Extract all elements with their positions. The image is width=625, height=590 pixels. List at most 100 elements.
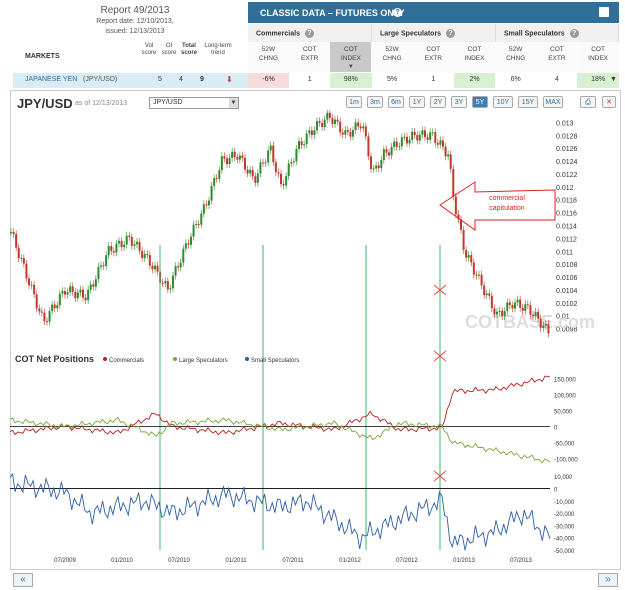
- zoom-1m-button[interactable]: 1m: [346, 96, 362, 108]
- zoom-3y-button[interactable]: 3Y: [451, 96, 467, 108]
- help-icon[interactable]: ?: [446, 29, 456, 38]
- price-tick-label: 0.0122: [556, 172, 578, 179]
- commercials-line: [10, 375, 551, 436]
- candle-body: [56, 305, 59, 309]
- print-chart-button[interactable]: ⎙: [580, 96, 596, 108]
- candle-body: [501, 310, 504, 317]
- candle-body: [274, 162, 277, 173]
- candle-body: [408, 139, 411, 144]
- next-button[interactable]: »: [598, 573, 618, 587]
- price-tick-label: 0.0124: [556, 159, 578, 166]
- group-commercials: Commercials ?: [248, 24, 372, 42]
- candle-body: [51, 304, 54, 312]
- zoom-5y-button[interactable]: 5Y: [472, 96, 488, 108]
- candle-body: [295, 149, 298, 162]
- candle-body: [431, 132, 434, 134]
- candle-body: [434, 132, 437, 144]
- legend-marker: [103, 357, 107, 361]
- candle-body: [169, 288, 172, 290]
- column-header[interactable]: 52W CHNG: [495, 42, 537, 72]
- chart-asof: as of 12/13/2013: [75, 100, 128, 107]
- candle-body: [380, 160, 383, 169]
- candle-body: [35, 294, 38, 309]
- candle-body: [172, 275, 174, 289]
- candle-body: [411, 131, 414, 140]
- cot-cell: 1: [412, 73, 454, 88]
- column-header[interactable]: 52W CHNG: [371, 42, 413, 72]
- x-tick-label: 01/2011: [225, 558, 247, 564]
- candle-body: [241, 155, 244, 158]
- score-header: Total score: [180, 43, 197, 56]
- candle-body: [202, 204, 205, 214]
- candle-body: [33, 284, 36, 295]
- cot-cell: -6%: [248, 73, 289, 88]
- candle-body: [413, 131, 416, 136]
- candle-body: [529, 305, 532, 315]
- prev-button[interactable]: «: [13, 573, 33, 587]
- cot-cell: 1: [289, 73, 331, 88]
- annotation-text: commercial: [489, 195, 525, 202]
- candle-body: [542, 325, 545, 328]
- help-icon[interactable]: ?: [569, 29, 579, 38]
- price-tick-label: 0.012: [556, 185, 574, 192]
- candle-body: [526, 304, 529, 306]
- score-header: Long-term trend: [204, 43, 232, 56]
- candle-body: [184, 243, 187, 249]
- column-header[interactable]: COT INDEX: [577, 42, 619, 72]
- candle-body: [418, 134, 421, 141]
- markets-label: MARKETS: [25, 53, 60, 60]
- candle-body: [344, 130, 347, 135]
- candle-body: [200, 213, 203, 225]
- column-header[interactable]: COT EXTR: [412, 42, 454, 72]
- market-name[interactable]: JAPANESE YEN: [25, 76, 78, 83]
- candle-body: [138, 241, 141, 251]
- column-header[interactable]: COT EXTR: [289, 42, 331, 72]
- zoom-3m-button[interactable]: 3m: [367, 96, 383, 108]
- candle-body: [151, 265, 154, 270]
- zoom-2y-button[interactable]: 2Y: [430, 96, 446, 108]
- candle-body: [367, 136, 370, 157]
- close-icon[interactable]: ✕: [602, 96, 616, 108]
- market-select[interactable]: JPY/USD ▼: [149, 97, 239, 109]
- candle-body: [349, 131, 352, 137]
- candle-body: [179, 262, 182, 268]
- zoom-1y-button[interactable]: 1Y: [409, 96, 425, 108]
- candle-body: [125, 235, 128, 245]
- candle-body: [15, 233, 18, 248]
- candle-body: [421, 130, 424, 135]
- price-tick-label: 0.011: [556, 249, 573, 256]
- expand-icon[interactable]: ▼: [610, 76, 617, 83]
- annotation-text: capitulation: [489, 205, 525, 212]
- candle-body: [511, 305, 514, 309]
- cot-cell: 98%: [330, 73, 372, 88]
- cot-cell: 2%: [454, 73, 495, 88]
- column-header[interactable]: COT INDEX ▼: [330, 42, 372, 72]
- zoom-10y-button[interactable]: 10Y: [493, 96, 513, 108]
- market-row-jpy[interactable]: JAPANESE YEN (JPY/USD) 5 4 9 ⬇ -6% 1 98% 5%…: [13, 73, 619, 88]
- print-icon[interactable]: [599, 7, 609, 17]
- candle-body: [118, 240, 120, 244]
- candle-body: [161, 282, 164, 284]
- help-icon[interactable]: ?: [304, 29, 314, 38]
- zoom-max-button[interactable]: MAX: [543, 96, 563, 108]
- candle-body: [532, 314, 534, 316]
- column-header[interactable]: COT EXTR: [536, 42, 578, 72]
- zoom-6m-button[interactable]: 6m: [388, 96, 404, 108]
- column-header[interactable]: 52W CHNG: [248, 42, 289, 72]
- candle-body: [539, 318, 542, 328]
- small-tick-label: -30,000: [554, 524, 575, 530]
- small-tick-label: 10,000: [554, 475, 573, 481]
- zoom-15y-button[interactable]: 15Y: [518, 96, 538, 108]
- candle-body: [84, 297, 87, 301]
- candle-body: [375, 165, 378, 169]
- candle-body: [454, 196, 457, 215]
- help-icon[interactable]: ?: [393, 8, 402, 17]
- cot-tick-label: -100,000: [554, 458, 578, 464]
- candle-body: [444, 146, 447, 157]
- candle-body: [146, 253, 149, 255]
- candle-body: [71, 286, 74, 293]
- candle-body: [388, 152, 390, 156]
- candle-body: [244, 157, 246, 170]
- candle-body: [326, 112, 329, 120]
- column-header[interactable]: COT INDEX: [454, 42, 495, 72]
